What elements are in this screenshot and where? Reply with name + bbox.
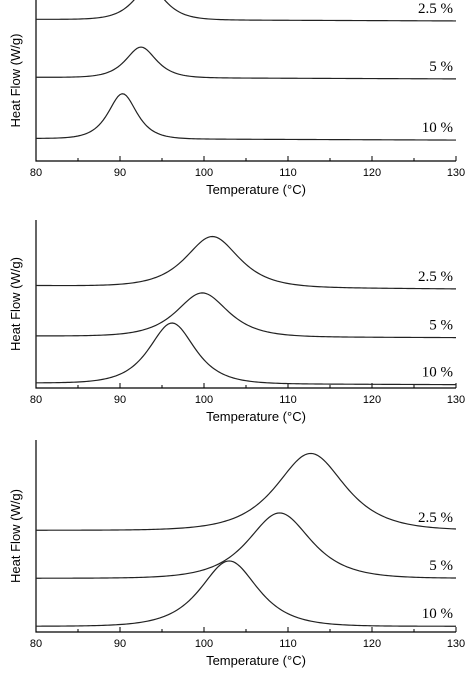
chart-panel-3: 80 90 100 110 120 130 Temperature (°C) Heat Flo… — [8, 440, 465, 668]
x-tick-label: 80 — [30, 167, 42, 179]
series-label: 10 % — [422, 606, 453, 622]
axes — [35, 440, 456, 633]
series-label: 10 % — [422, 120, 453, 136]
chart-panel-1: 80 90 100 110 120 130 Temperature (°C) Heat Flo… — [8, 0, 465, 197]
series-line-1 — [35, 235, 457, 290]
x-tick-label: 110 — [279, 638, 297, 650]
x-tick-label: 80 — [30, 394, 42, 406]
axes — [35, 0, 456, 162]
series-line-2 — [36, 512, 457, 579]
y-axis-label: Heat Flow (W/g) — [8, 257, 23, 351]
x-axis-label: Temperature (°C) — [206, 182, 306, 197]
series-label: 5 % — [429, 318, 453, 334]
x-tick-label: 120 — [363, 394, 381, 406]
x-tick-label: 130 — [447, 394, 465, 406]
x-tick-label: 100 — [195, 638, 213, 650]
series-line-3 — [35, 560, 456, 627]
series-label: 5 % — [429, 558, 453, 574]
series-line-1 — [36, 0, 457, 22]
x-axis-label: Temperature (°C) — [206, 653, 306, 668]
x-tick-label: 100 — [195, 394, 213, 406]
series-line-3 — [35, 322, 457, 386]
series-label: 2.5 % — [418, 1, 453, 17]
x-tick-label: 110 — [279, 394, 297, 406]
series-line-2 — [35, 292, 457, 339]
x-tick-label: 110 — [279, 167, 297, 179]
chart-panel-2: 80 90 100 110 120 130 Temperature (°C) Heat Flo… — [8, 220, 465, 424]
x-axis-label: Temperature (°C) — [206, 409, 306, 424]
y-axis-label: Heat Flow (W/g) — [8, 489, 23, 583]
series-label: 2.5 % — [418, 269, 453, 285]
series-label: 10 % — [422, 365, 453, 381]
x-tick-label: 90 — [114, 394, 126, 406]
x-tick-label: 130 — [447, 167, 465, 179]
series-label: 5 % — [429, 59, 453, 75]
series-line-1 — [36, 452, 457, 531]
x-tick-label: 80 — [30, 638, 42, 650]
series-line-2 — [36, 46, 457, 80]
x-tick-label: 130 — [447, 638, 465, 650]
x-tick-label: 90 — [114, 167, 126, 179]
y-axis-label: Heat Flow (W/g) — [8, 34, 23, 128]
x-tick-label: 120 — [363, 638, 381, 650]
x-tick-label: 120 — [363, 167, 381, 179]
x-tick-label: 90 — [114, 638, 126, 650]
series-line-3 — [35, 93, 457, 141]
series-label: 2.5 % — [418, 510, 453, 526]
axes — [35, 220, 456, 389]
x-tick-label: 100 — [195, 167, 213, 179]
